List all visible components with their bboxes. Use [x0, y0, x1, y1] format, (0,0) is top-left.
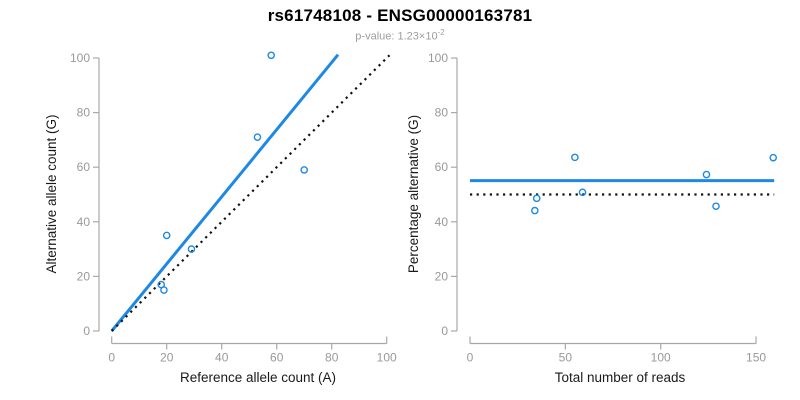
data-point — [300, 166, 309, 174]
x-tick-label: 80 — [325, 351, 339, 365]
plot-percentage-vs-reads: 0 20 40 60 80 100 0 50 100 150 Total number of rea… — [406, 51, 778, 385]
pvalue-exponent: -2 — [437, 27, 445, 37]
y-tick-label: 60 — [77, 160, 91, 174]
fit-line — [110, 53, 340, 332]
figure-header: rs61748108 - ENSG00000163781 p-value: 1.… — [0, 6, 800, 43]
x-tick-label: 20 — [160, 351, 174, 365]
x-tick-label: 0 — [108, 351, 115, 365]
x-tick-label: 60 — [270, 351, 284, 365]
y-tick-label: 0 — [83, 324, 90, 338]
x-axis-title: Total number of reads — [555, 370, 686, 385]
identity-line — [110, 54, 391, 332]
y-tick-label: 0 — [441, 324, 448, 338]
x-tick-label: 100 — [377, 351, 397, 365]
figure-subtitle: p-value: 1.23×10-2 — [0, 28, 800, 43]
y-tick-label: 20 — [435, 269, 449, 283]
y-axis-title: Alternative allele count (G) — [44, 114, 59, 273]
y-tick-label: 20 — [77, 269, 91, 283]
data-point — [162, 231, 171, 240]
data-point — [532, 194, 541, 203]
y-tick-label: 80 — [77, 106, 91, 120]
x-tick-label: 50 — [559, 351, 573, 365]
y-tick-label: 100 — [428, 51, 448, 65]
data-point — [571, 153, 579, 162]
plot-allele-counts: 0 20 40 60 80 100 0 20 40 60 80 100 Reference allele… — [44, 51, 397, 385]
data-point — [531, 206, 539, 215]
data-point — [160, 286, 168, 294]
y-tick-label: 80 — [435, 106, 449, 120]
y-tick-label: 100 — [70, 51, 90, 65]
data-point — [578, 188, 587, 197]
data-point — [267, 51, 276, 60]
data-point — [712, 202, 720, 211]
y-tick-label: 40 — [435, 215, 449, 229]
y-tick-label: 40 — [77, 215, 91, 229]
x-tick-label: 150 — [746, 351, 766, 365]
data-point — [253, 133, 262, 141]
x-tick-label: 40 — [215, 351, 229, 365]
pvalue-text: p-value: 1.23×10 — [355, 30, 438, 43]
y-axis-title: Percentage alternative (G) — [406, 115, 421, 273]
x-axis-title: Reference allele count (A) — [180, 370, 336, 385]
x-tick-label: 0 — [467, 351, 474, 365]
data-point — [769, 153, 778, 162]
x-tick-label: 100 — [651, 351, 671, 365]
data-point — [187, 245, 196, 253]
figure-title: rs61748108 - ENSG00000163781 — [267, 6, 533, 25]
data-point — [702, 170, 711, 179]
y-tick-label: 60 — [435, 160, 449, 174]
